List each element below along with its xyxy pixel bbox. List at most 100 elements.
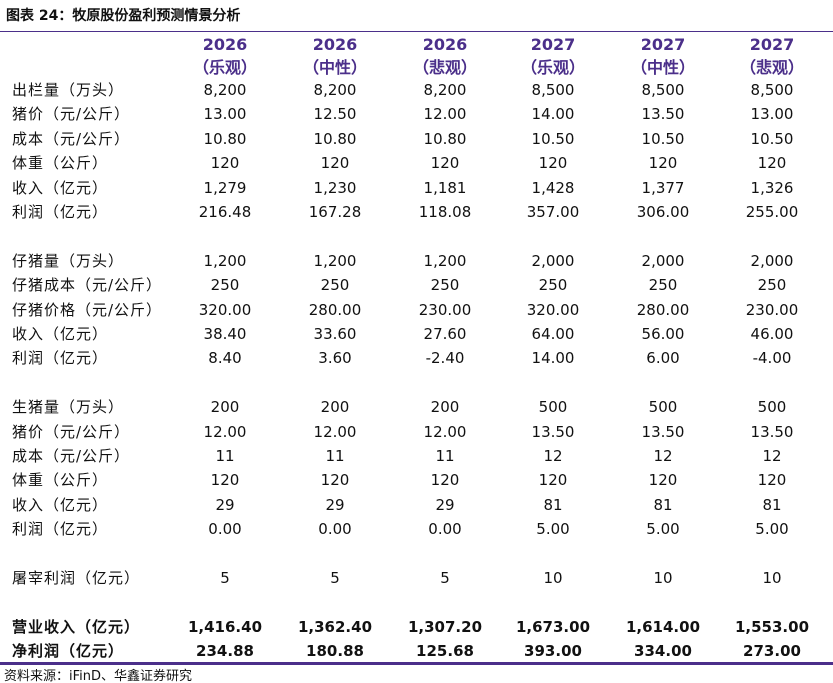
column-scenario: （悲观） [412,58,478,77]
cell: -4.00 [752,349,792,368]
row-label: 利润（亿元） [12,349,109,368]
cell: 10.80 [313,129,357,148]
row-label: 体重（公斤） [12,154,109,173]
cell: 250 [210,276,240,295]
cell: 33.60 [313,325,357,343]
row-label: 仔猪量（万头） [12,251,125,270]
cell: 13.50 [641,105,685,124]
cell: 29 [435,495,455,514]
row-label: 猪价（元/公斤） [12,105,131,124]
cell: 120 [210,154,240,173]
cell: 250 [757,276,787,295]
column-scenario: （中性） [630,58,696,77]
cell: 167.28 [308,203,362,221]
cell: 12.50 [313,105,357,124]
row-label: 仔猪价格（元/公斤） [12,300,163,319]
cell: 1,200 [423,251,467,270]
bottom-rule [0,662,833,665]
cell: 120 [210,471,240,490]
cell: 13.50 [750,422,794,441]
cell: 216.48 [198,203,252,221]
title: 图表 24：牧原股份盈利预测情景分析 [6,8,241,24]
cell: 255.00 [745,203,799,221]
cell: 81 [543,495,563,514]
cell: 1,377 [641,178,685,197]
row-label: 营业收入（亿元） [12,617,141,636]
cell: 1,181 [423,178,467,197]
cell: 64.00 [531,325,575,343]
cell: 120 [757,154,787,173]
cell: 8,500 [750,81,794,99]
cell: 13.50 [531,422,575,441]
column-year: 2027 [749,35,795,54]
cell: 200 [320,398,350,417]
cell: 12.00 [423,105,467,124]
cell: 27.60 [423,325,467,343]
cell: 0.00 [428,520,462,539]
cell: 10.50 [641,129,685,148]
cell: 0.00 [208,520,242,539]
cell: 306.00 [636,203,690,221]
cell: 5 [330,569,340,587]
cell: 12.00 [313,422,357,441]
cell: 10 [543,569,563,587]
cell: 5.00 [646,520,680,539]
source: 资料来源：iFinD、华鑫证券研究 [4,669,193,683]
cell: 120 [320,471,350,490]
cell: 230.00 [745,300,799,319]
cell: 12 [653,447,673,465]
cell: 5 [220,569,230,587]
cell: 10 [762,569,782,587]
cell: 11 [215,447,235,465]
cell: 10 [653,569,673,587]
cell: 320.00 [198,300,252,319]
cell: 12 [543,447,563,465]
column-year: 2027 [530,35,576,54]
cell: 234.88 [196,642,254,661]
row-label: 屠宰利润（亿元） [12,569,141,587]
cell: 357.00 [526,203,580,221]
cell: 29 [325,495,345,514]
cell: 120 [648,471,678,490]
cell: 13.00 [750,105,794,124]
row-label: 成本（元/公斤） [12,447,131,465]
cell: 250 [538,276,568,295]
column-year: 2026 [202,35,248,54]
cell: 56.00 [641,325,685,343]
cell: 273.00 [743,642,801,661]
cell: 118.08 [418,203,472,221]
cell: 8.40 [208,349,242,368]
row-label: 收入（亿元） [12,495,109,514]
cell: 1,279 [203,178,247,197]
cell: 125.68 [416,642,474,661]
cell: 12 [762,447,782,465]
top-rule [0,31,833,32]
cell: 1,673.00 [515,617,591,636]
cell: 1,428 [531,178,575,197]
cell: 180.88 [306,642,364,661]
row-label: 仔猪成本（元/公斤） [12,276,163,295]
column-scenario: （乐观） [192,58,258,77]
row-label: 净利润（亿元） [12,642,125,661]
cell: 1,307.20 [407,617,483,636]
cell: 1,362.40 [297,617,373,636]
cell: 393.00 [524,642,582,661]
cell: 81 [653,495,673,514]
cell: 500 [538,398,568,417]
cell: 14.00 [531,105,575,124]
cell: 10.80 [423,129,467,148]
cell: 280.00 [308,300,362,319]
column-year: 2026 [312,35,358,54]
column-year: 2026 [422,35,468,54]
cell: 13.50 [641,422,685,441]
cell: 120 [538,471,568,490]
cell: 8,200 [313,81,357,99]
cell: 120 [538,154,568,173]
cell: 13.00 [203,105,247,124]
cell: 1,614.00 [625,617,701,636]
cell: 250 [320,276,350,295]
cell: 8,500 [641,81,685,99]
cell: 11 [435,447,455,465]
cell: 5 [440,569,450,587]
row-label: 出栏量（万头） [12,81,125,99]
